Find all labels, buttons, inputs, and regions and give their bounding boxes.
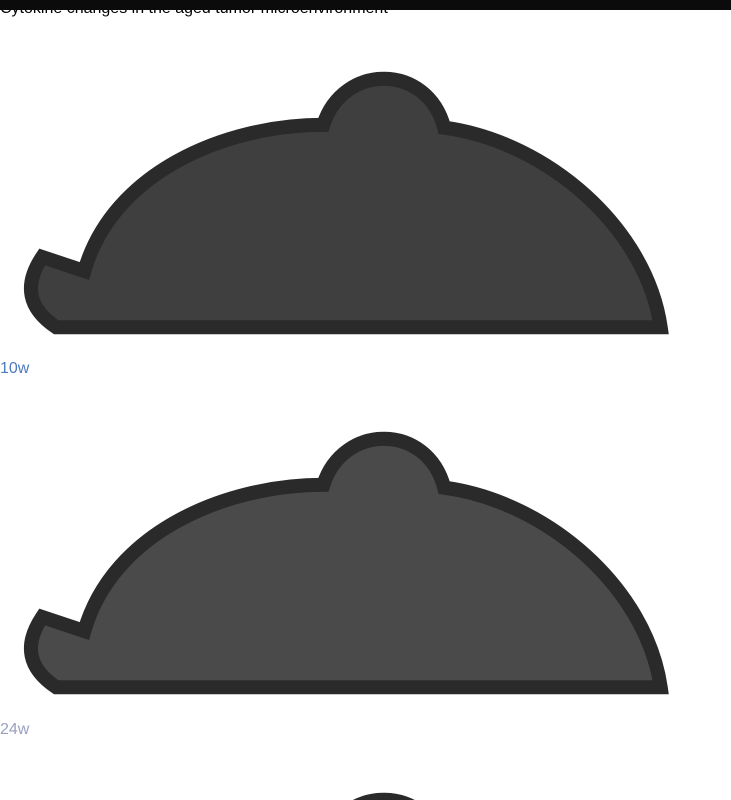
experiment-schematic: 10w24w44w68w D0: B16-OVA D15: analysis	[0, 18, 731, 800]
age-label: 24w	[0, 720, 30, 738]
mouse-row-44w: 44w	[0, 739, 731, 800]
age-label: 10w	[0, 360, 30, 378]
mouse-row-24w: 24w	[0, 378, 731, 738]
mouse-age-legend: 10w24w44w68w	[0, 18, 731, 800]
video-letterbox-top	[0, 0, 731, 10]
mouse-icon	[23, 432, 669, 695]
mouse-icon	[23, 71, 669, 335]
mouse-icon	[353, 792, 415, 800]
video-edge-strip	[0, 10, 8, 400]
mouse-row-10w: 10w	[0, 18, 731, 378]
